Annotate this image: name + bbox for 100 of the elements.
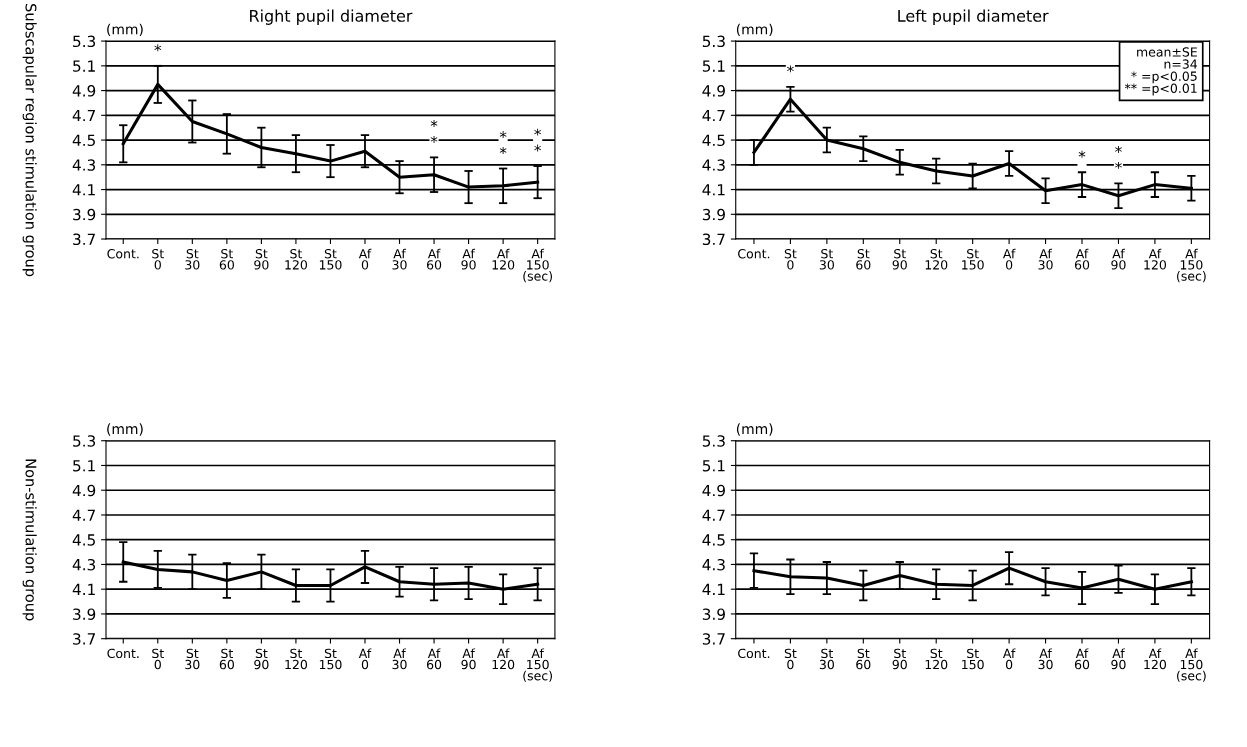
- chart-title: Left pupil diameter: [898, 9, 1049, 25]
- y-tick-label: 4.7: [702, 509, 725, 521]
- y-tick-label: 3.9: [702, 608, 725, 620]
- x-tick-label: St 60: [219, 648, 234, 670]
- x-tick-label: St 90: [892, 648, 907, 670]
- x-tick-label: St 0: [784, 248, 797, 270]
- annotation: * *: [534, 128, 542, 152]
- y-tick-label: 3.9: [73, 608, 96, 620]
- x-tick-label: St 0: [152, 648, 164, 670]
- y-tick-label: 4.1: [702, 583, 725, 595]
- y-tick-label: 3.9: [73, 208, 96, 221]
- x-tick-label: St 120: [925, 648, 948, 670]
- y-tick-label: 5.3: [702, 35, 725, 48]
- y-tick-label: 4.7: [72, 109, 95, 122]
- x-tick-label: St 30: [185, 648, 200, 670]
- x-tick-label: St 0: [784, 648, 797, 670]
- y-tick-label: 4.5: [72, 134, 95, 147]
- y-tick-label: 4.7: [702, 109, 725, 122]
- text: Subscapular region stimulation group: [22, 4, 37, 277]
- y-tick-label: 4.3: [702, 159, 725, 171]
- x-tick-label: Af 150 (sec): [1177, 648, 1206, 682]
- x-tick-label: Cont.: [107, 248, 139, 259]
- x-tick-label: Af 90: [1111, 648, 1126, 670]
- x-tick-label: St 30: [819, 648, 834, 670]
- x-tick-label: Af 90: [461, 648, 476, 670]
- x-tick-label: Af 30: [392, 248, 407, 270]
- x-tick-label: Af 90: [1111, 248, 1126, 270]
- x-tick-label: Af 150 (sec): [1177, 248, 1206, 283]
- x-tick-label: St 150: [319, 248, 342, 270]
- chart-title: Right pupil diameter: [250, 9, 413, 25]
- y-tick-label: 4.9: [702, 484, 725, 497]
- y-tick-label: 3.7: [702, 233, 725, 246]
- x-tick-label: St 60: [219, 248, 234, 270]
- x-tick-label: Af 30: [1038, 648, 1053, 670]
- x-tick-label: St 120: [925, 248, 948, 270]
- x-tick-label: St 150: [962, 248, 984, 270]
- x-tick-label: Af 30: [392, 648, 407, 670]
- annotation: * *: [499, 131, 507, 155]
- y-tick-label: 4.3: [72, 558, 96, 571]
- y-tick-label: 4.5: [72, 534, 95, 546]
- x-tick-label: St 30: [185, 248, 200, 270]
- x-tick-label: Af 150 (sec): [523, 248, 552, 283]
- annotation: *: [787, 65, 794, 73]
- y-tick-label: 4.5: [702, 134, 725, 147]
- x-tick-label: Af 0: [1002, 648, 1016, 670]
- x-tick-label: Af 120: [492, 248, 515, 270]
- annotation: *: [154, 44, 162, 52]
- x-tick-label: St 60: [856, 248, 871, 270]
- x-tick-label: St 0: [152, 248, 164, 270]
- y-tick-label: 5.1: [73, 460, 95, 472]
- y-axis-title: (mm): [107, 423, 143, 436]
- x-tick-label: Af 60: [426, 648, 442, 670]
- x-tick-label: Cont.: [107, 648, 139, 659]
- x-tick-label: Cont.: [738, 248, 770, 259]
- annotation: mean±SE n=34 * =p<0.05 ** =p<0.01: [1124, 47, 1198, 96]
- x-tick-label: Af 0: [358, 248, 372, 270]
- x-tick-label: St 90: [254, 248, 269, 270]
- x-tick-label: St 30: [819, 248, 834, 270]
- annotation: * *: [430, 119, 438, 143]
- y-axis-title: (mm): [107, 23, 143, 37]
- y-tick-label: 5.3: [73, 435, 96, 447]
- y-tick-label: 3.9: [702, 208, 725, 221]
- x-tick-label: Af 30: [1038, 248, 1053, 270]
- x-tick-label: Af 150 (sec): [523, 648, 552, 682]
- y-tick-label: 4.9: [702, 85, 725, 97]
- x-tick-label: Cont.: [738, 648, 770, 659]
- x-tick-label: Af 0: [1002, 248, 1016, 270]
- x-tick-label: St 150: [962, 648, 984, 670]
- x-tick-label: St 150: [319, 648, 342, 670]
- y-tick-label: 4.3: [72, 159, 96, 171]
- y-tick-label: 4.1: [72, 184, 95, 196]
- x-tick-label: St 120: [285, 648, 308, 670]
- x-tick-label: Af 120: [1144, 648, 1167, 670]
- y-tick-label: 4.3: [702, 558, 725, 571]
- y-tick-label: 4.9: [72, 484, 96, 497]
- x-tick-label: Af 60: [1074, 248, 1090, 270]
- x-tick-label: Af 60: [1074, 648, 1090, 670]
- y-axis-title: (mm): [736, 423, 773, 436]
- y-tick-label: 5.1: [702, 460, 725, 472]
- x-tick-label: St 90: [254, 648, 269, 670]
- y-tick-label: 3.7: [702, 633, 725, 645]
- y-tick-label: 5.3: [73, 35, 96, 48]
- x-tick-label: St 60: [856, 648, 871, 670]
- x-tick-label: Af 120: [1144, 248, 1167, 270]
- x-tick-label: Af 120: [492, 648, 515, 670]
- y-tick-label: 4.9: [72, 85, 96, 97]
- y-tick-label: 5.1: [702, 60, 725, 72]
- y-tick-label: 4.5: [702, 534, 725, 546]
- x-tick-label: St 120: [285, 248, 308, 270]
- annotation: * *: [1115, 145, 1122, 169]
- y-tick-label: 3.7: [73, 233, 95, 246]
- text: Non-stimulation group: [22, 459, 37, 621]
- y-axis-title: (mm): [736, 23, 773, 37]
- x-tick-label: Af 90: [461, 248, 476, 270]
- y-tick-label: 3.7: [73, 633, 95, 645]
- x-tick-label: St 90: [892, 248, 907, 270]
- y-tick-label: 4.1: [702, 184, 725, 196]
- x-tick-label: Af 60: [426, 248, 442, 270]
- y-tick-label: 5.3: [702, 435, 725, 447]
- x-tick-label: Af 0: [358, 648, 372, 670]
